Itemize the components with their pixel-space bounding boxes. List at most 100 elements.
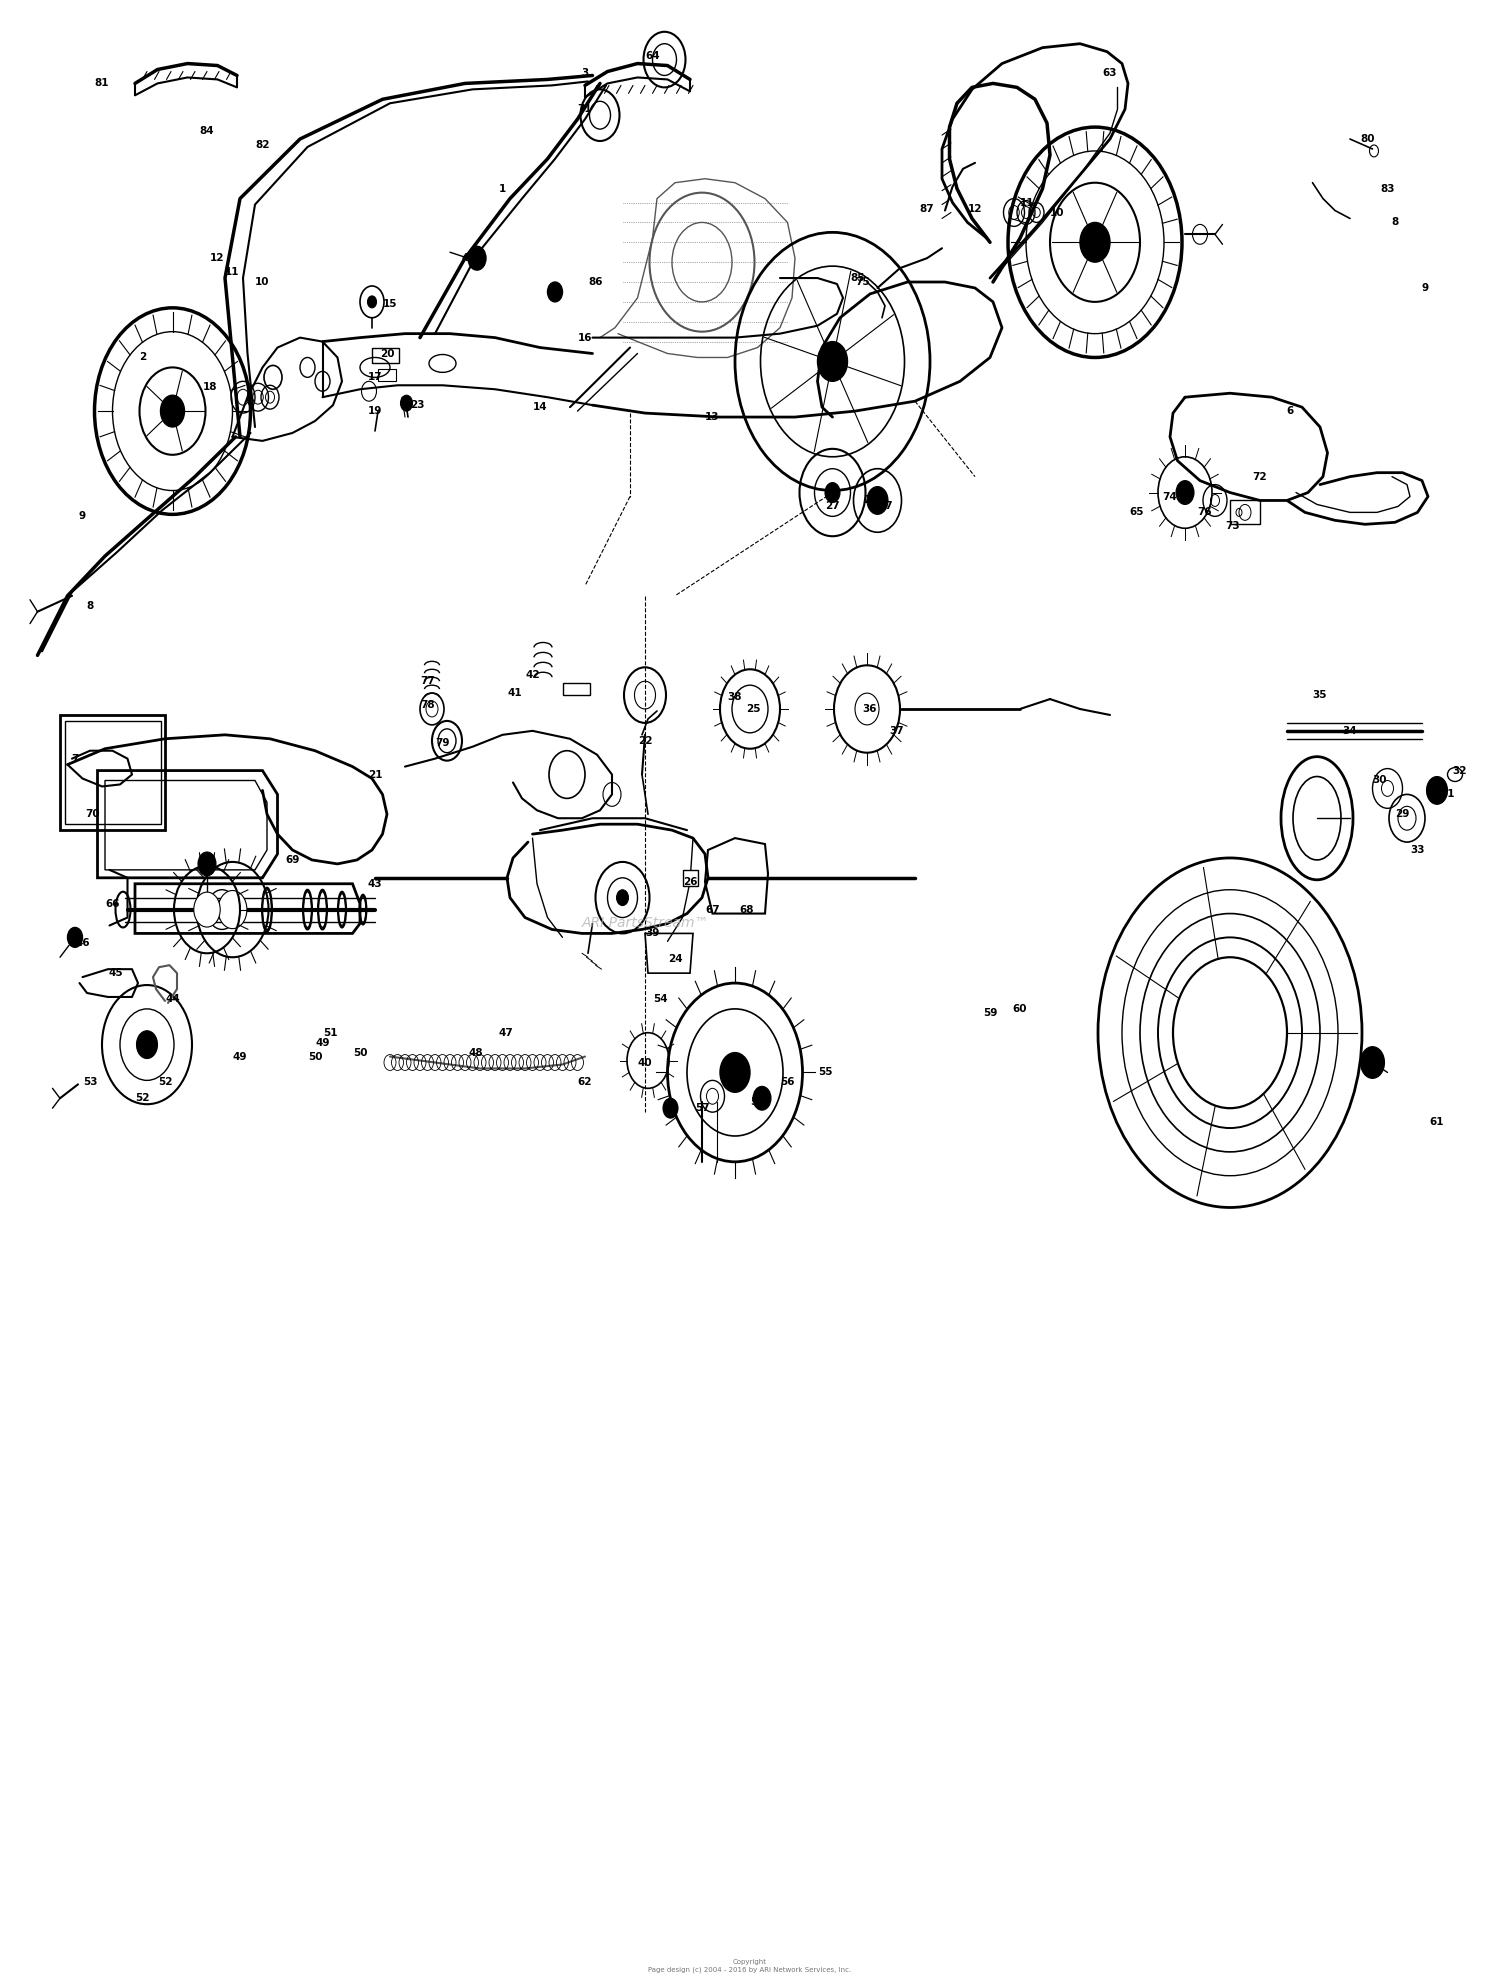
Circle shape: [468, 246, 486, 270]
Text: 14: 14: [532, 401, 548, 413]
Text: 80: 80: [1360, 133, 1376, 145]
Text: 21: 21: [368, 769, 382, 780]
Text: 11: 11: [1020, 197, 1035, 209]
Bar: [372, 348, 399, 363]
Text: 82: 82: [255, 139, 270, 151]
Text: 74: 74: [1162, 491, 1178, 502]
Text: 9: 9: [80, 510, 86, 522]
Text: 58: 58: [750, 1096, 765, 1108]
Text: 86: 86: [588, 276, 603, 288]
Text: 54: 54: [652, 993, 668, 1005]
Circle shape: [867, 487, 888, 514]
Text: 76: 76: [1197, 506, 1212, 518]
Text: 11: 11: [225, 266, 240, 278]
Text: 8: 8: [1392, 216, 1398, 228]
Text: 33: 33: [1410, 844, 1425, 856]
Circle shape: [825, 483, 840, 502]
Text: 77: 77: [420, 675, 435, 687]
Circle shape: [720, 1053, 750, 1092]
Bar: [60, 715, 165, 830]
Text: 48: 48: [468, 1047, 483, 1059]
Text: 5: 5: [552, 286, 558, 298]
Circle shape: [616, 890, 628, 906]
Text: 22: 22: [638, 735, 652, 747]
Text: 64: 64: [645, 50, 660, 62]
Text: 29: 29: [1395, 808, 1410, 820]
Text: 7: 7: [72, 753, 78, 765]
Text: 67: 67: [705, 904, 720, 916]
Bar: [562, 683, 590, 695]
Text: 34: 34: [1342, 725, 1358, 737]
Circle shape: [1426, 777, 1448, 804]
Bar: [378, 369, 396, 381]
Bar: [682, 870, 698, 886]
Circle shape: [400, 395, 412, 411]
Text: 70: 70: [86, 808, 100, 820]
Text: 78: 78: [420, 699, 435, 711]
Text: 27: 27: [878, 500, 892, 512]
Text: 75: 75: [855, 276, 870, 288]
Text: 55: 55: [818, 1066, 833, 1078]
Text: 15: 15: [382, 298, 398, 310]
Text: 63: 63: [1102, 68, 1118, 79]
Text: 6: 6: [1287, 405, 1293, 417]
Circle shape: [753, 1086, 771, 1110]
Circle shape: [548, 282, 562, 302]
Text: 73: 73: [1226, 520, 1240, 532]
Text: 60: 60: [1013, 1003, 1028, 1015]
Text: 65: 65: [1130, 506, 1144, 518]
Text: 24: 24: [668, 953, 682, 965]
Circle shape: [1080, 222, 1110, 262]
Text: 1: 1: [500, 183, 506, 195]
Text: 43: 43: [368, 878, 382, 890]
Text: 28: 28: [862, 495, 877, 506]
Text: 59: 59: [982, 1007, 998, 1019]
Text: 13: 13: [705, 411, 720, 423]
Text: 18: 18: [202, 381, 217, 393]
Text: 3: 3: [582, 68, 588, 79]
Text: 79: 79: [435, 737, 450, 749]
Text: 56: 56: [780, 1076, 795, 1088]
Text: 53: 53: [82, 1076, 98, 1088]
Text: 30: 30: [1372, 775, 1388, 786]
Bar: [64, 721, 160, 824]
Text: 42: 42: [525, 669, 540, 681]
Text: 9: 9: [1422, 282, 1428, 294]
Text: 27: 27: [825, 500, 840, 512]
Circle shape: [217, 890, 248, 929]
Text: 51: 51: [322, 1027, 338, 1039]
Circle shape: [368, 296, 376, 308]
Text: 83: 83: [1380, 183, 1395, 195]
Text: 44: 44: [165, 993, 180, 1005]
Text: 36: 36: [862, 703, 877, 715]
Circle shape: [1360, 1047, 1384, 1078]
Text: ARI PartsStream™: ARI PartsStream™: [582, 916, 708, 931]
Text: 69: 69: [285, 854, 300, 866]
Text: 25: 25: [746, 703, 760, 715]
Circle shape: [818, 342, 848, 381]
Text: 69: 69: [663, 1106, 678, 1118]
Text: 71: 71: [578, 103, 592, 115]
Circle shape: [194, 892, 220, 927]
Text: 57: 57: [694, 1102, 709, 1114]
Text: 52: 52: [158, 1076, 172, 1088]
Text: 41: 41: [507, 687, 522, 699]
Text: 31: 31: [1440, 788, 1455, 800]
Text: 45: 45: [108, 967, 123, 979]
Text: 68: 68: [740, 904, 754, 916]
Text: 81: 81: [94, 77, 110, 89]
Text: 17: 17: [368, 371, 382, 383]
Text: 46: 46: [75, 937, 90, 949]
Text: 85: 85: [850, 272, 865, 284]
Text: 39: 39: [645, 927, 660, 939]
Text: 8: 8: [87, 600, 93, 612]
Text: 23: 23: [410, 399, 424, 411]
Text: Copyright
Page design (c) 2004 - 2016 by ARI Network Services, Inc.: Copyright Page design (c) 2004 - 2016 by…: [648, 1960, 852, 1972]
Circle shape: [136, 1031, 158, 1059]
Text: 50: 50: [352, 1047, 368, 1059]
Circle shape: [663, 1098, 678, 1118]
Text: 26: 26: [682, 876, 698, 888]
Text: 52: 52: [135, 1092, 150, 1104]
Text: 47: 47: [498, 1027, 513, 1039]
Text: 32: 32: [1452, 765, 1467, 777]
